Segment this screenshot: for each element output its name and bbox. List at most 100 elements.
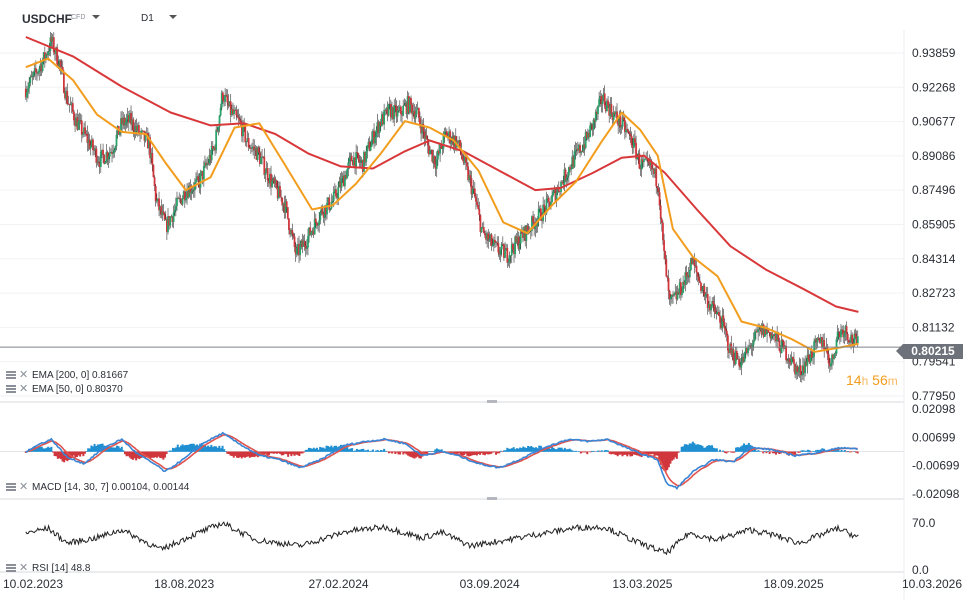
macd-histogram-bar (285, 451, 288, 455)
candle-body (130, 113, 132, 125)
macd-histogram-bar (192, 443, 195, 452)
candle-body (127, 115, 130, 123)
candle-body (255, 148, 258, 160)
settings-lines-icon[interactable] (6, 564, 16, 572)
candle-body (498, 252, 501, 255)
remove-indicator-icon[interactable]: ✕ (19, 481, 29, 493)
candle-body (731, 349, 734, 355)
macd-histogram-bar (367, 449, 370, 452)
candle-body (97, 161, 100, 164)
macd-histogram-bar (589, 451, 592, 453)
candle-body (235, 109, 238, 116)
macd-histogram-bar (147, 451, 150, 458)
macd-histogram-bar (528, 446, 531, 452)
remove-indicator-icon[interactable]: ✕ (19, 383, 29, 395)
candle-body (158, 198, 160, 211)
macd-histogram-bar (525, 447, 528, 452)
macd-histogram-bar (264, 451, 267, 454)
candle-body (244, 126, 247, 143)
candle-body (774, 333, 776, 335)
candle-body (260, 157, 262, 164)
candle-body (141, 130, 144, 132)
candle-body (24, 88, 27, 98)
macd-histogram-bar (434, 449, 437, 452)
settings-lines-icon[interactable] (6, 385, 16, 393)
candle-body (619, 114, 622, 128)
candle-body (611, 114, 614, 121)
macd-histogram-bar (850, 451, 853, 453)
macd-histogram-bar (624, 451, 627, 455)
candle-body (522, 233, 524, 239)
candle-body (488, 238, 491, 241)
macd-histogram-bar (239, 451, 242, 457)
timeframe-label[interactable]: D1 (141, 13, 154, 24)
candle-body (732, 349, 735, 361)
candle-body (302, 240, 305, 247)
macd-histogram-bar (72, 451, 75, 456)
macd-histogram-bar (578, 451, 581, 452)
remove-indicator-icon[interactable]: ✕ (19, 562, 29, 574)
candle-body (758, 328, 761, 330)
candle-body (584, 132, 587, 148)
candle-body (583, 144, 586, 148)
candle-body (192, 189, 195, 191)
macd-histogram-bar (163, 451, 166, 458)
macd-histogram-bar (466, 451, 469, 456)
candle-body (298, 244, 300, 256)
candle-body (601, 100, 604, 105)
date-axis-tick: 10.02.2023 (3, 577, 63, 591)
candle-body (471, 188, 474, 195)
candle-body (196, 176, 199, 180)
rsi-axis-tick: 0.0 (912, 563, 929, 577)
candle-body (269, 173, 271, 184)
candle-body (161, 211, 164, 215)
macd-histogram-bar (744, 444, 747, 452)
macd-histogram-bar (250, 451, 253, 458)
macd-histogram-bar (591, 450, 594, 452)
candle-body (518, 243, 521, 249)
remove-indicator-icon[interactable]: ✕ (19, 369, 29, 381)
candle-body (272, 178, 275, 181)
candle-body (98, 163, 101, 167)
ema200-value: 0.81667 (92, 370, 129, 381)
macd-histogram-bar (663, 451, 666, 471)
macd-histogram-bar (485, 451, 488, 454)
settings-lines-icon[interactable] (6, 483, 16, 491)
candle-body (818, 339, 821, 343)
candle-body (345, 174, 347, 179)
candle-body (728, 350, 730, 353)
candle-body (149, 137, 151, 159)
candle-body (171, 216, 174, 222)
candle-body (132, 119, 135, 131)
candle-body (410, 97, 412, 105)
macd-histogram-bar (427, 451, 430, 452)
candle-body (217, 127, 220, 132)
candle-body (133, 130, 136, 134)
macd-histogram-bar (168, 450, 171, 452)
macd-histogram-bar (88, 448, 91, 452)
symbol-dropdown-icon[interactable] (92, 15, 100, 19)
macd-histogram-bar (818, 450, 821, 452)
candle-body (281, 197, 284, 206)
candle-body (508, 255, 511, 262)
macd-histogram-bar (595, 451, 598, 452)
macd-histogram-bar (219, 448, 222, 452)
macd-histogram-bar (429, 451, 432, 452)
macd-histogram-bar (275, 451, 278, 454)
date-axis-tick: 18.08.2023 (154, 577, 214, 591)
candle-body (187, 191, 190, 198)
candle-body (656, 186, 659, 189)
macd-histogram-bar (651, 451, 654, 454)
candle-body (188, 185, 191, 198)
symbol-label[interactable]: USDCHF (22, 12, 72, 26)
candle-body (387, 103, 390, 116)
candle-body (481, 227, 484, 228)
settings-lines-icon[interactable] (6, 371, 16, 379)
candle-body (641, 159, 644, 163)
candle-body (172, 212, 175, 222)
macd-histogram-bar (370, 450, 373, 452)
macd-histogram-bar (218, 445, 221, 452)
timeframe-dropdown-icon[interactable] (169, 15, 177, 19)
macd-histogram-bar (459, 451, 462, 456)
